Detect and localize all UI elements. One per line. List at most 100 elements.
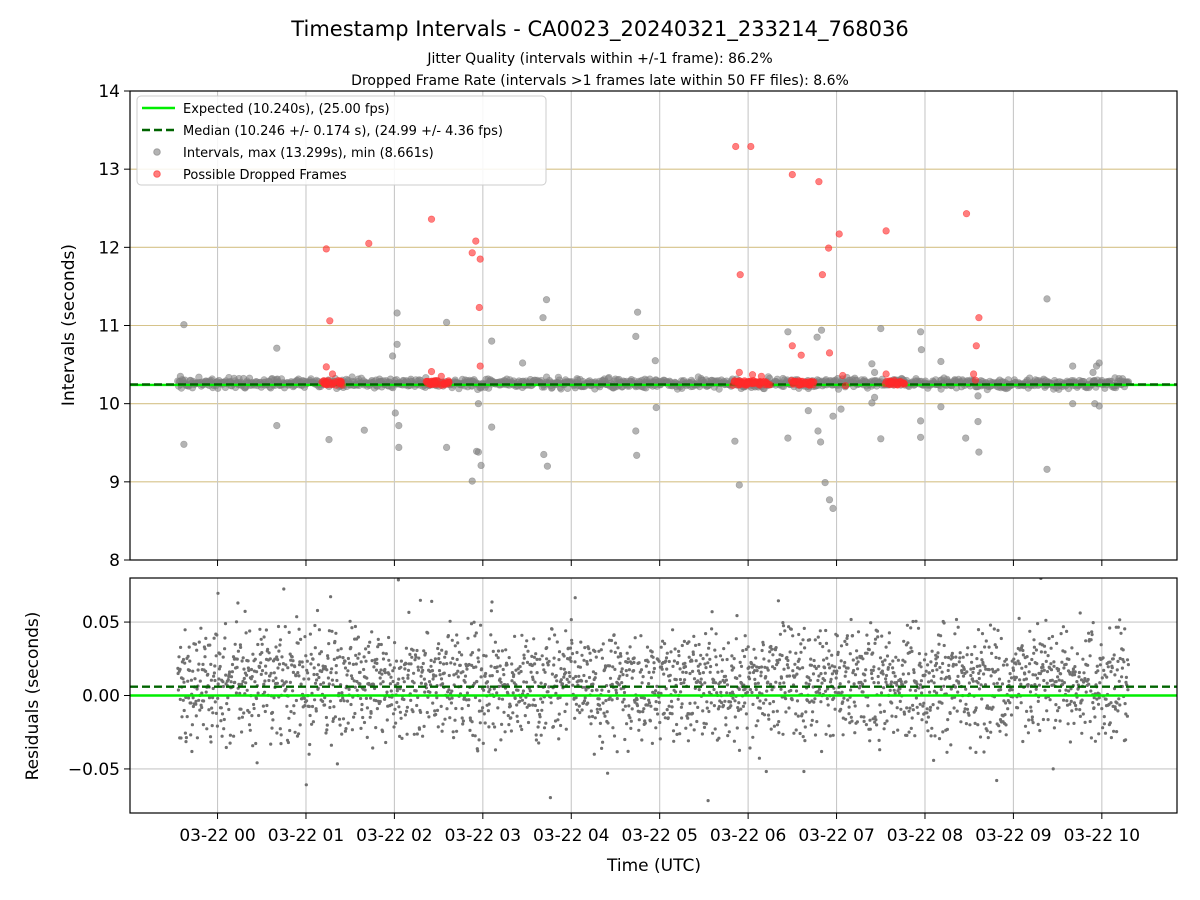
- residual-point: [562, 667, 566, 671]
- residual-point: [762, 713, 767, 717]
- residual-point: [504, 648, 508, 652]
- residual-point: [1033, 683, 1037, 687]
- residual-point: [959, 720, 963, 724]
- residual-point: [359, 726, 363, 731]
- interval-outlier-point: [633, 308, 642, 316]
- dropped-frame-point: [835, 230, 843, 238]
- residual-point: [817, 687, 822, 691]
- residual-point: [436, 725, 440, 729]
- residual-point: [190, 723, 194, 727]
- residual-point: [216, 696, 220, 700]
- residual-point: [490, 600, 494, 604]
- residual-point: [672, 659, 677, 663]
- residual-point: [637, 728, 641, 732]
- dropped-frame-point: [743, 380, 752, 388]
- residual-point: [522, 656, 526, 660]
- residual-point: [375, 707, 379, 711]
- residual-point: [623, 737, 627, 742]
- residual-point: [262, 682, 266, 686]
- residual-point: [994, 645, 999, 649]
- residual-point: [665, 708, 669, 712]
- x-tick-label: 03-22 07: [798, 826, 874, 846]
- residual-point: [804, 681, 808, 685]
- residual-point: [392, 725, 396, 729]
- residual-point: [682, 681, 686, 685]
- residual-point: [495, 669, 499, 674]
- interval-outlier-point: [633, 451, 641, 459]
- dropped-frame-point: [747, 142, 755, 151]
- residual-point: [1125, 714, 1129, 718]
- residual-point: [235, 657, 239, 661]
- residual-point: [610, 698, 614, 702]
- dropped-frame-point: [795, 381, 804, 389]
- residual-point: [920, 691, 924, 695]
- residual-point: [379, 682, 383, 686]
- residual-point: [241, 679, 245, 684]
- residual-point: [646, 703, 650, 707]
- residual-point: [1045, 681, 1049, 685]
- residual-point: [1032, 645, 1036, 649]
- residual-point: [751, 702, 755, 707]
- residual-point: [319, 650, 323, 654]
- residual-point: [434, 712, 438, 717]
- residual-point: [352, 715, 356, 719]
- residual-point: [438, 673, 442, 677]
- residual-point: [785, 674, 789, 678]
- residual-point: [204, 636, 208, 641]
- residual-point: [758, 706, 762, 710]
- residual-point: [1118, 703, 1122, 707]
- residual-point: [790, 698, 794, 702]
- residual-point: [227, 672, 231, 677]
- residual-point: [204, 669, 208, 674]
- residual-point: [798, 667, 802, 671]
- residual-point: [1016, 659, 1020, 663]
- residual-point: [997, 724, 1001, 728]
- residual-point: [1095, 664, 1099, 668]
- residual-point: [953, 685, 958, 689]
- residual-point: [564, 629, 568, 633]
- residual-point: [669, 699, 674, 704]
- residual-point: [824, 732, 828, 736]
- residual-point: [969, 667, 973, 671]
- residual-point: [491, 649, 495, 654]
- residual-point: [393, 641, 397, 645]
- residual-point: [637, 661, 641, 665]
- x-tick-label: 03-22 01: [268, 826, 344, 846]
- residual-point: [250, 714, 254, 718]
- residual-point: [307, 704, 311, 709]
- residual-point: [848, 721, 852, 725]
- residual-point: [907, 709, 911, 713]
- residual-point: [912, 668, 916, 672]
- residual-point: [428, 690, 432, 694]
- residual-point: [633, 636, 637, 640]
- residual-point: [627, 668, 632, 672]
- residual-point: [1097, 696, 1101, 700]
- residual-point: [403, 667, 407, 671]
- residual-point: [1088, 719, 1092, 724]
- interval-outlier-point: [443, 318, 451, 327]
- residual-point: [919, 679, 924, 683]
- residual-point: [951, 662, 956, 667]
- interval-outlier-point: [488, 337, 496, 345]
- residual-point: [483, 721, 487, 725]
- residual-point: [410, 655, 414, 659]
- residual-point: [179, 736, 183, 740]
- residual-point: [441, 682, 445, 686]
- residual-point: [844, 717, 848, 721]
- residual-point: [550, 627, 554, 631]
- residual-point: [608, 676, 613, 680]
- interval-outlier-point: [1089, 368, 1097, 377]
- residual-point: [751, 735, 755, 739]
- residual-point: [1098, 681, 1102, 685]
- residual-point: [826, 703, 830, 707]
- residual-point: [539, 697, 543, 701]
- residual-point: [1075, 680, 1079, 684]
- residual-point: [870, 671, 874, 676]
- residual-point: [1050, 634, 1055, 639]
- residual-point: [986, 736, 990, 740]
- residual-point: [892, 688, 896, 692]
- residual-point: [589, 722, 593, 726]
- residual-point: [437, 657, 441, 661]
- interval-y-tick-label: 10: [98, 395, 120, 415]
- legend-median-label: Median (10.246 +/- 0.174 s), (24.99 +/- …: [183, 124, 503, 139]
